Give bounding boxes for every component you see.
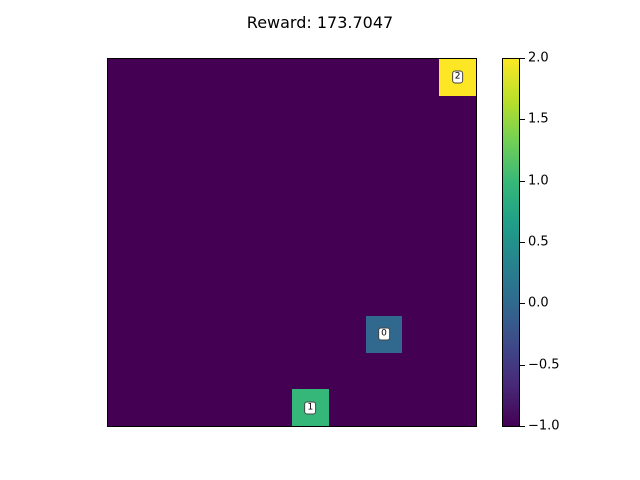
colorbar-tick-label: 1.0 [528,173,549,189]
colorbar-tick [520,242,525,243]
colorbar-tick-label: −0.5 [528,357,560,373]
agent-label: 2 [451,70,464,84]
colorbar-tick-label: 1.5 [528,111,549,127]
agent-label: 1 [304,401,317,415]
agent-cell-0: 0 [365,315,403,353]
agent-cell-1: 1 [292,389,329,426]
reward-title: Reward: 173.7047 [246,13,394,32]
colorbar-tick [520,364,525,366]
colorbar-tick [520,426,525,427]
colorbar-tick [520,58,525,59]
colorbar-tick-label: 0.0 [528,295,549,311]
gridworld-board: 2 0 1 [107,58,477,427]
colorbar-tick [520,119,525,121]
colorbar-tick [520,180,525,182]
agent-label: 0 [378,327,390,341]
colorbar-tick-label: −1.0 [528,418,560,434]
colorbar [502,58,520,427]
colorbar-tick-label: 0.5 [528,234,549,250]
colorbar-tick [520,303,525,305]
agent-cell-2: 2 [439,59,476,96]
colorbar-tick-label: 2.0 [528,50,549,66]
